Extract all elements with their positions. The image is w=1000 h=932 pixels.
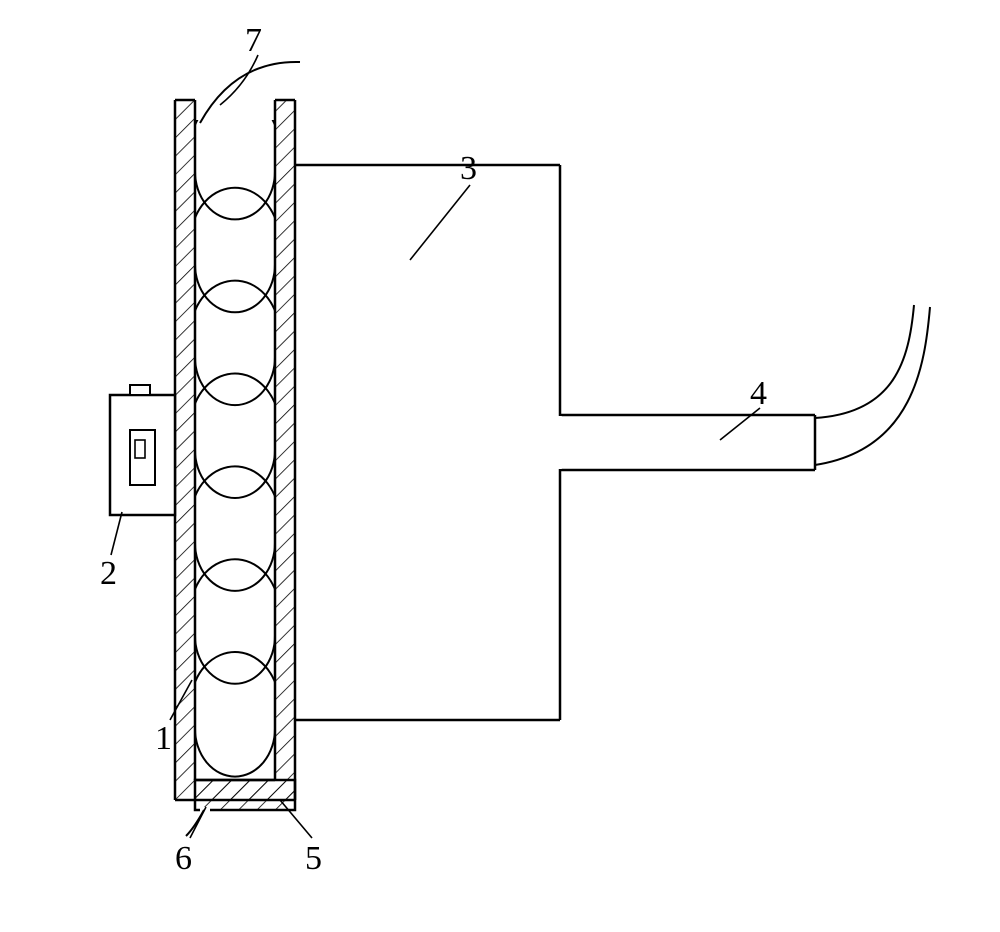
technical-diagram	[0, 0, 1000, 932]
label-5: 5	[305, 840, 322, 878]
label-6: 6	[175, 840, 192, 878]
label-4: 4	[750, 375, 767, 413]
label-1: 1	[155, 720, 172, 758]
label-2: 2	[100, 555, 117, 593]
label-3: 3	[460, 150, 477, 188]
label-7: 7	[245, 22, 262, 60]
